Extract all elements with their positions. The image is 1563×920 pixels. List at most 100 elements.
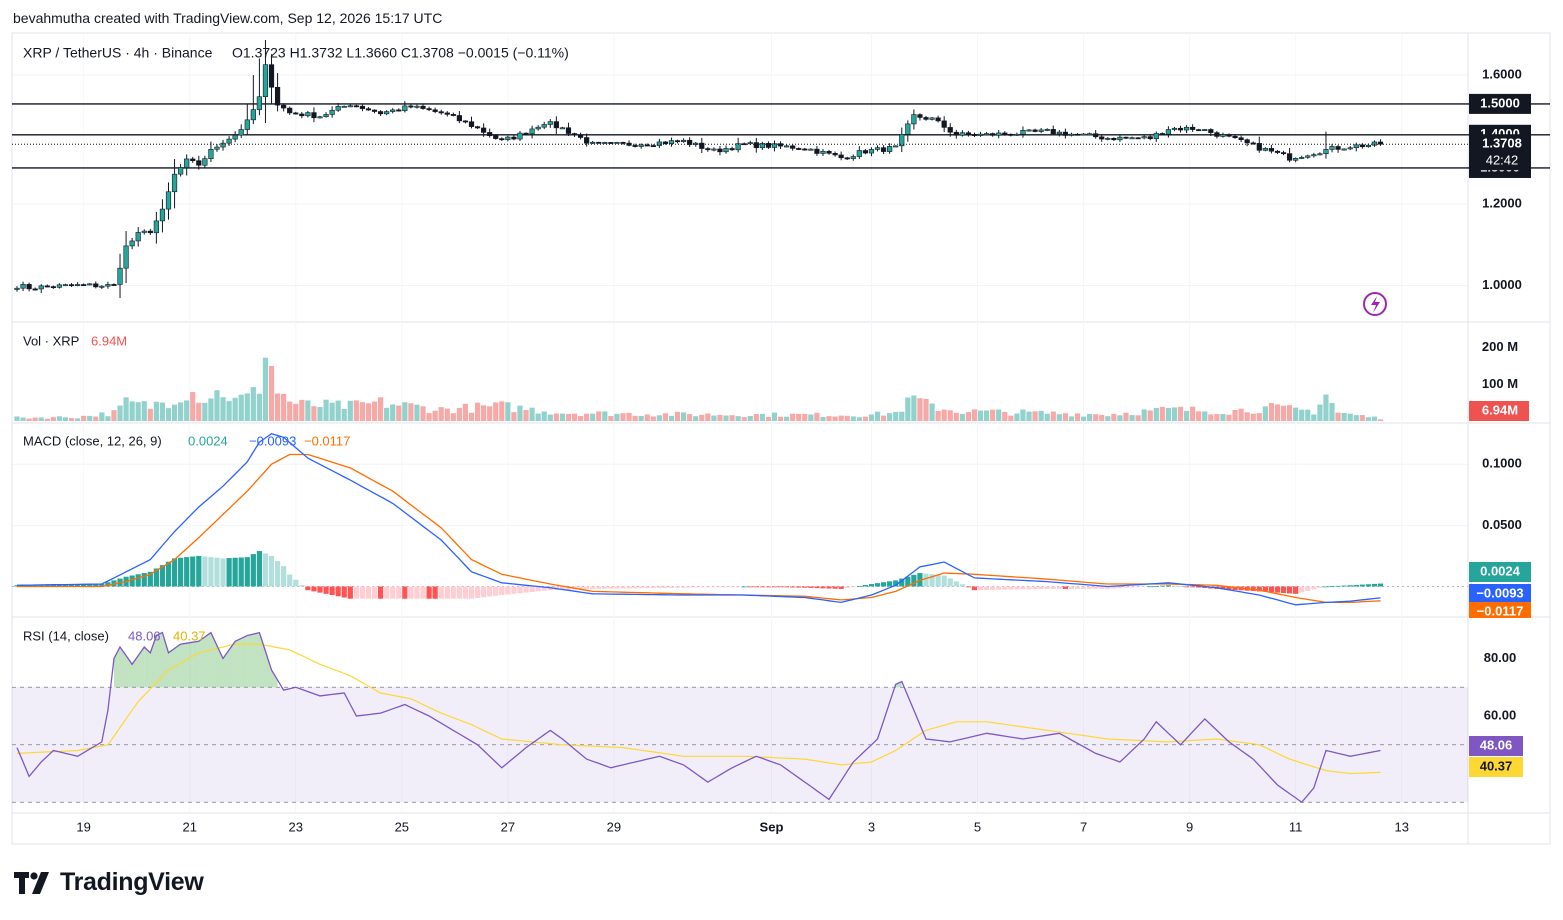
macd-histogram-bar — [44, 584, 50, 587]
macd-histogram-bar — [1093, 586, 1099, 589]
volume-bar — [1287, 405, 1293, 421]
candle-body — [1080, 133, 1087, 136]
macd-histogram-bar — [444, 586, 450, 599]
volume-bar — [1117, 415, 1123, 421]
macd-histogram-bar — [947, 578, 953, 587]
macd-histogram-bar — [1050, 586, 1056, 589]
volume-bar — [911, 395, 917, 421]
candle-body — [899, 133, 905, 147]
volume-bar — [468, 412, 475, 421]
time-tick-label: 23 — [289, 819, 303, 834]
volume-bar — [329, 402, 335, 421]
candle-body — [632, 145, 638, 147]
candle-body — [202, 158, 208, 166]
macd-histogram-bar — [493, 586, 499, 596]
volume-bar — [62, 417, 69, 421]
volume-bar — [1317, 404, 1323, 421]
candle-body — [184, 158, 190, 168]
candle-body — [517, 132, 523, 140]
macd-histogram-bar — [1311, 586, 1317, 590]
volume-bar — [353, 400, 359, 421]
volume-bar — [759, 413, 765, 421]
candle-body — [541, 124, 547, 128]
candle-body — [917, 114, 923, 118]
rsi-overbought-fill — [132, 655, 139, 688]
candle-body — [414, 105, 420, 108]
volume-bar — [535, 413, 541, 421]
volume-bar — [644, 414, 650, 421]
candle-body — [1032, 129, 1038, 132]
candle-body — [1099, 136, 1105, 140]
volume-bar — [1208, 414, 1214, 421]
candle-body — [996, 132, 1002, 136]
macd-histogram-bar — [971, 586, 978, 591]
macd-histogram-bar — [396, 586, 402, 599]
macd-histogram-bar — [1159, 585, 1165, 587]
candle-body — [820, 150, 826, 154]
macd-histogram-bar — [511, 586, 517, 594]
macd-histogram-bar — [1008, 586, 1014, 590]
volume-bar — [862, 416, 868, 421]
candle-body — [1026, 129, 1032, 132]
candle-body — [1056, 131, 1062, 135]
volume-bar — [662, 413, 669, 421]
volume-bar — [87, 415, 93, 421]
macd-histogram-bar — [1171, 585, 1178, 587]
macd-histogram-bar — [105, 582, 111, 587]
macd-histogram-bar — [905, 576, 911, 587]
macd-histogram-bar — [1293, 586, 1299, 594]
candle-body — [1214, 132, 1220, 137]
rsi-ma-badge-label: 40.37 — [1480, 758, 1513, 773]
macd-histogram-bar — [838, 586, 844, 589]
volume-bar — [262, 357, 269, 421]
macd-histogram-bar — [965, 586, 972, 588]
volume-bar — [571, 413, 578, 421]
candle-body — [226, 138, 232, 144]
candle-body — [402, 105, 408, 112]
candle-body — [1008, 133, 1014, 136]
rsi-badge-label: 48.06 — [1480, 737, 1513, 752]
macd-histogram-bar — [735, 586, 741, 588]
candle-body — [571, 133, 578, 136]
volume-bar — [711, 415, 717, 421]
volume-bar — [493, 402, 499, 421]
volume-bar — [602, 411, 608, 421]
volume-bar — [1165, 407, 1171, 421]
candle-body — [341, 105, 347, 108]
candle-body — [1159, 133, 1165, 135]
candle-body — [1147, 136, 1153, 140]
tradingview-logo[interactable]: TradingView — [14, 868, 204, 897]
candle-body — [699, 142, 705, 149]
volume-bar — [384, 407, 390, 421]
volume-bar — [450, 413, 456, 421]
volume-bar — [365, 403, 372, 421]
volume-bar — [38, 417, 44, 421]
volume-bar — [50, 417, 56, 421]
candle-body — [1287, 153, 1293, 161]
candle-body — [105, 284, 111, 287]
candle-body — [977, 133, 984, 136]
rsi-overbought-fill — [210, 632, 217, 688]
volume-bar — [1311, 414, 1317, 421]
candle-body — [777, 143, 784, 147]
macd-histogram-bar — [541, 586, 547, 591]
candle-body — [1020, 129, 1026, 135]
volume-bar — [977, 410, 984, 421]
macd-hist-value: 0.0024 — [188, 433, 228, 448]
macd-histogram-bar — [590, 586, 596, 589]
volume-bar — [1226, 414, 1232, 421]
macd-histogram-bar — [262, 553, 269, 587]
volume-bar — [14, 416, 20, 421]
volume-bar — [396, 405, 402, 421]
candle-body — [347, 105, 353, 108]
macd-histogram-bar — [426, 586, 432, 599]
volume-bar — [765, 417, 772, 421]
macd-histogram-bar — [1074, 586, 1081, 589]
candle-body — [244, 119, 250, 130]
volume-bar — [208, 398, 214, 421]
candle-body — [1202, 129, 1208, 131]
candle-body — [262, 64, 269, 98]
macd-histogram-bar — [232, 557, 238, 587]
volume-bar — [75, 418, 81, 421]
